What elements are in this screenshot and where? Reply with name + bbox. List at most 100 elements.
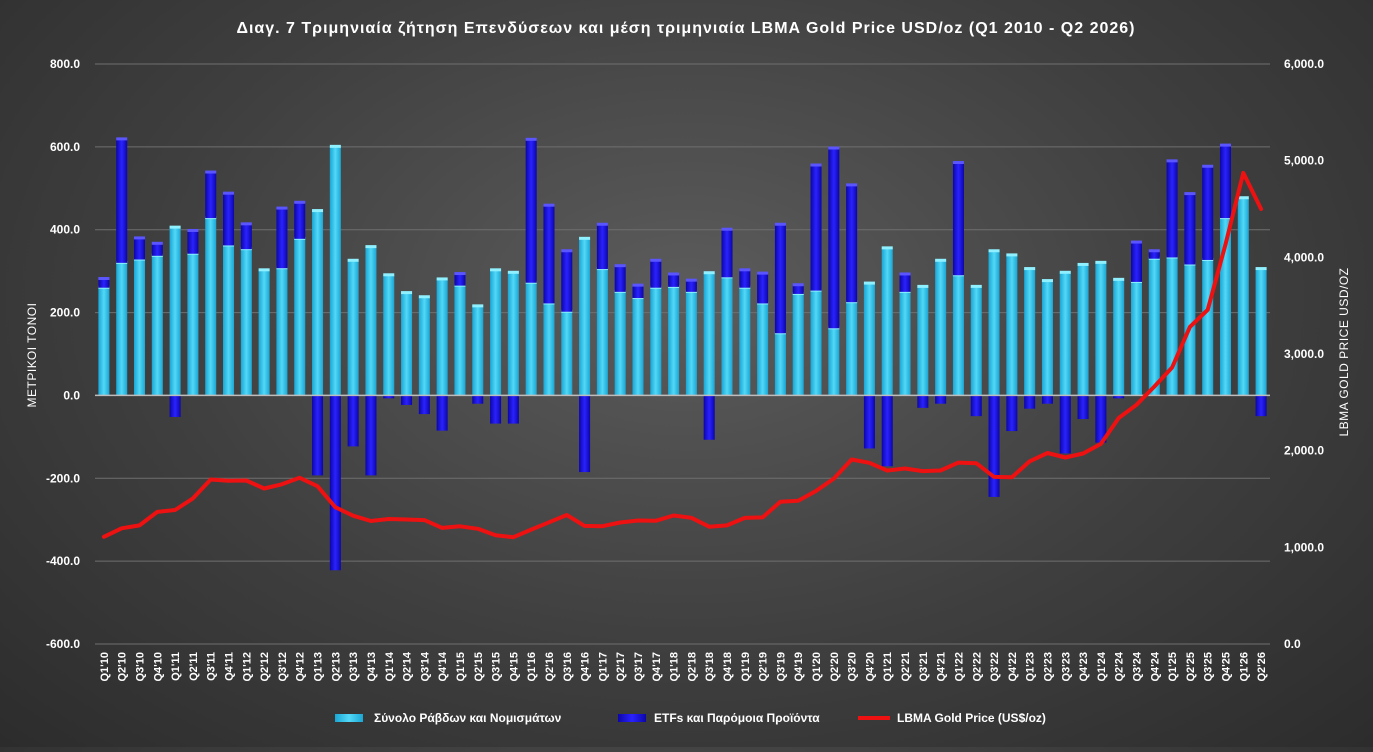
x-tick-label: Q1'25: [1167, 652, 1179, 682]
bar-etfs: [1148, 251, 1160, 259]
bar-etfs-cap: [846, 183, 858, 187]
x-tick-label: Q4'13: [366, 652, 378, 682]
bar-bars-coins: [383, 275, 395, 396]
x-tick-label: Q2'25: [1185, 652, 1197, 682]
x-tick-label: Q1'20: [811, 652, 823, 682]
x-tick-label: Q1'24: [1096, 651, 1108, 681]
y-tick-label: -600.0: [46, 637, 80, 651]
bar-bars-coins: [276, 268, 288, 396]
bar-bars-coins-cap: [917, 284, 929, 288]
bar-bars-coins: [1006, 255, 1018, 396]
bar-etfs: [240, 224, 252, 250]
bar-etfs: [1077, 395, 1089, 420]
bar-etfs-cap: [205, 170, 217, 174]
bar-bars-coins-cap: [1095, 260, 1107, 264]
bar-bars-coins: [650, 287, 662, 396]
bar-etfs: [490, 395, 502, 424]
bar-bars-coins: [828, 328, 840, 396]
bar-bars-coins: [1024, 269, 1036, 396]
bar-bars-coins: [1113, 279, 1125, 396]
bar-etfs-cap: [98, 277, 110, 281]
y2-axis-title: LBMA GOLD PRICE USD/OZ: [1337, 267, 1351, 436]
bar-etfs: [828, 148, 840, 329]
bar-etfs-cap: [525, 137, 537, 141]
x-tick-label: Q1'11: [170, 652, 182, 681]
bar-bars-coins-cap: [507, 270, 519, 274]
x-tick-label: Q4'14: [437, 651, 449, 681]
bar-etfs-cap: [543, 203, 555, 207]
bar-etfs: [757, 273, 769, 304]
bar-etfs: [507, 395, 519, 424]
bar-bars-coins: [579, 238, 591, 396]
bar-bars-coins: [1202, 259, 1214, 396]
x-tick-label: Q1'12: [241, 652, 253, 682]
bar-etfs-cap: [614, 264, 626, 268]
y-tick-label: 0.0: [63, 388, 80, 402]
bar-etfs: [418, 395, 430, 415]
bar-etfs: [988, 395, 1000, 497]
x-tick-label: Q2'18: [686, 652, 698, 682]
bar-etfs: [703, 395, 715, 440]
bar-etfs: [401, 395, 413, 405]
y2-tick-label: 4,000.0: [1284, 250, 1324, 264]
x-tick-label: Q4'18: [722, 652, 734, 682]
bar-bars-coins: [1059, 272, 1071, 396]
x-tick-label: Q4'12: [295, 652, 307, 682]
x-axis: Q1'10 Q2'10 Q3'10 Q4'10 Q1'11 Q2'11 Q3'11 Q4'11…: [99, 651, 1268, 681]
bar-etfs: [1184, 194, 1196, 265]
gold-price-line: [101, 170, 1264, 540]
x-tick-label: Q3'10: [135, 652, 147, 682]
bar-bars-coins: [1077, 264, 1089, 396]
bar-bars-coins-cap: [988, 249, 1000, 253]
bar-bars-coins: [1255, 269, 1267, 396]
bar-etfs: [1006, 395, 1018, 432]
y2-tick-label: 3,000.0: [1284, 347, 1324, 361]
y-tick-label: -400.0: [46, 554, 80, 568]
x-tick-label: Q4'20: [864, 652, 876, 682]
bar-bars-coins: [846, 302, 858, 396]
bar-bars-coins: [490, 270, 502, 396]
bar-bars-coins: [810, 290, 822, 396]
x-tick-label: Q4'17: [651, 652, 663, 682]
bar-bars-coins-cap: [1024, 267, 1036, 271]
bar-etfs: [810, 165, 822, 291]
bar-bars-coins: [792, 293, 804, 396]
bar-bars-coins: [952, 275, 964, 396]
x-tick-label: Q3'12: [277, 652, 289, 682]
y-tick-label: 200.0: [50, 306, 80, 320]
y-tick-label: 400.0: [50, 223, 80, 237]
bar-etfs: [383, 395, 395, 399]
bar-etfs: [223, 193, 235, 246]
x-tick-label: Q2'26: [1256, 652, 1268, 682]
x-tick-label: Q2'14: [402, 651, 414, 681]
bar-bars-coins-cap: [347, 258, 359, 262]
y-tick-label: 800.0: [50, 57, 80, 71]
bar-bars-coins: [365, 247, 377, 396]
bar-bars-coins-cap: [490, 268, 502, 272]
bar-bars-coins: [596, 269, 608, 396]
bar-etfs: [881, 395, 893, 467]
bar-bars-coins: [917, 286, 929, 396]
y-tick-label: -200.0: [46, 471, 80, 485]
x-tick-label: Q4'21: [936, 652, 948, 682]
bar-bars-coins: [401, 293, 413, 396]
bar-bars-coins-cap: [1077, 262, 1089, 266]
bar-bars-coins-cap: [935, 258, 947, 262]
bar-bars-coins-cap: [365, 245, 377, 249]
bar-bars-coins: [774, 333, 786, 396]
bar-bars-coins: [312, 211, 324, 396]
bar-bars-coins: [472, 306, 484, 396]
bar-etfs: [436, 395, 448, 431]
bar-etfs: [525, 139, 537, 283]
bar-etfs-cap: [899, 272, 911, 276]
bar-bars-coins-cap: [881, 246, 893, 250]
bar-etfs: [98, 279, 110, 288]
x-tick-label: Q2'13: [330, 652, 342, 682]
bar-etfs: [952, 163, 964, 276]
x-tick-label: Q4'22: [1007, 652, 1019, 682]
bar-bars-coins-cap: [1237, 196, 1249, 200]
x-tick-label: Q3'18: [704, 652, 716, 682]
bar-etfs: [650, 260, 662, 288]
bar-etfs-cap: [133, 236, 146, 240]
bar-etfs-cap: [774, 222, 786, 226]
